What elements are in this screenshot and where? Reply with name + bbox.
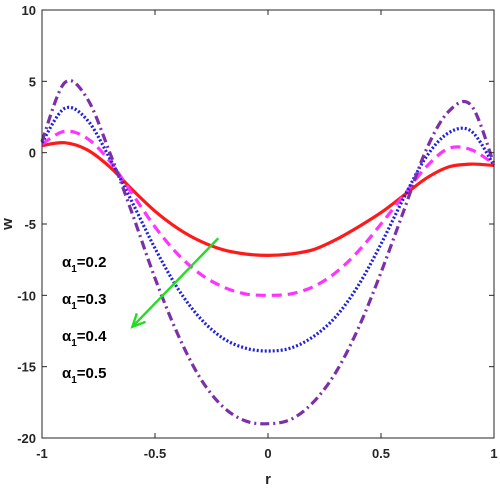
y-tick-label: 10	[22, 3, 36, 18]
y-tick-label: -20	[17, 431, 36, 446]
series-line-2	[41, 129, 495, 297]
y-tick-label: -5	[24, 217, 36, 232]
legend: α1=0.2 α1=0.3 α1=0.4 α1=0.5	[62, 254, 107, 386]
series-line-4	[40, 78, 496, 426]
plot-area	[42, 10, 494, 438]
y-tick-label: 0	[29, 146, 36, 161]
arrow-head	[130, 313, 146, 329]
x-tick-label: 1	[490, 446, 497, 461]
x-tick-label: -1	[36, 446, 48, 461]
legend-label-1: α1=0.2	[62, 254, 106, 275]
legend-label-4: α1=0.5	[62, 365, 106, 386]
x-axis-title: r	[265, 471, 271, 488]
x-tick-labels: -1 -0.5 0 0.5 1	[36, 446, 497, 461]
legend-label-3: α1=0.4	[62, 328, 107, 349]
annotation-arrow	[130, 237, 220, 329]
y-tick-label: -10	[17, 288, 36, 303]
arrow-shaft	[131, 237, 220, 328]
y-tick-labels: -20 -15 -10 -5 0 5 10	[17, 3, 36, 446]
y-tick-label: -15	[17, 360, 36, 375]
x-tick-label: 0	[264, 446, 271, 461]
legend-label-2: α1=0.3	[62, 291, 106, 312]
y-axis-title: w	[0, 218, 16, 231]
x-tick-label: -0.5	[144, 446, 166, 461]
y-tick-label: 5	[29, 74, 36, 89]
series-lines	[40, 78, 496, 426]
axis-ticks	[41, 9, 495, 439]
x-tick-label: 0.5	[372, 446, 390, 461]
